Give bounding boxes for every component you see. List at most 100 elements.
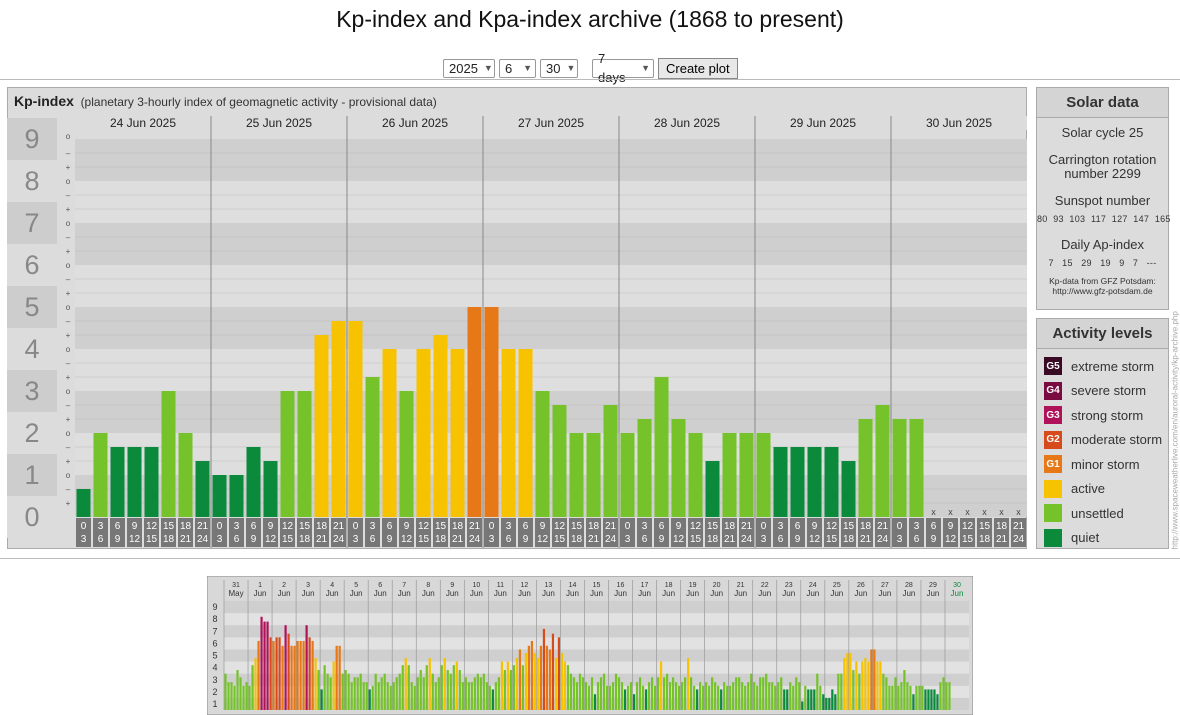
kp-bar: [314, 335, 329, 517]
month-select[interactable]: 6 ▼: [499, 58, 536, 78]
mini-kp-bar: [831, 689, 834, 710]
mini-kp-bar: [867, 661, 870, 710]
hour-label-box: [348, 518, 363, 547]
hour-label-box: [127, 518, 142, 547]
y-axis-band: [7, 286, 57, 328]
hour-label-end: 24: [741, 534, 753, 545]
kp-bar: [110, 446, 125, 517]
mini-kp-bar: [254, 657, 257, 710]
level-quiet: quiet: [1037, 526, 1168, 551]
hour-label-end: 9: [931, 534, 937, 545]
mini-kp-bar: [765, 673, 768, 710]
kp-bar: [365, 377, 380, 517]
hour-label-end: 15: [282, 534, 294, 545]
mini-kp-bar: [756, 685, 759, 710]
level-label: minor storm: [1071, 456, 1140, 472]
kp-bar: [450, 349, 465, 517]
hour-label-end: 18: [979, 534, 991, 545]
mini-day-month: Jun: [422, 589, 435, 598]
mini-kp-bar: [470, 682, 473, 710]
mini-day-number: 3: [306, 582, 310, 589]
mini-kp-bar: [500, 661, 503, 710]
hour-label-start: 21: [469, 521, 481, 532]
kp-bar: [790, 446, 805, 517]
mini-kp-bar: [530, 640, 534, 710]
y-subtick: o: [66, 471, 71, 480]
day-label: 27 Jun 2025: [518, 116, 584, 130]
mini-kp-bar: [518, 649, 521, 710]
mini-day-number: 20: [713, 582, 721, 589]
kp-bar: [212, 475, 227, 517]
mini-kp-bar: [362, 682, 365, 710]
mini-kp-bar: [290, 645, 293, 710]
mini-kp-bar: [542, 628, 546, 710]
mini-kp-bar: [599, 677, 603, 710]
year-select[interactable]: 2025 ▼: [443, 58, 495, 78]
mini-kp-bar: [813, 689, 816, 710]
mini-kp-bar: [377, 682, 380, 710]
hour-label-end: 15: [826, 534, 838, 545]
level-swatch: [1044, 528, 1062, 547]
mini-kp-bar: [723, 682, 726, 710]
mini-kp-bar: [380, 677, 383, 710]
mini-kp-bar: [662, 677, 666, 710]
mini-kp-bar: [795, 677, 798, 710]
credit-text: http://www.spaceweatherlive.com/en/auror…: [1170, 311, 1180, 550]
sunspot-values: 80 93 103 117 127 147 165: [1037, 214, 1171, 224]
mini-kp-bar: [861, 661, 864, 710]
y-tick-label: 6: [24, 250, 39, 280]
day-select[interactable]: 30 ▼: [540, 58, 578, 78]
mini-kp-bar: [320, 689, 323, 710]
hour-label-start: 9: [404, 521, 410, 532]
mini-grid-band: [224, 661, 969, 674]
missing-marker: x: [931, 507, 936, 517]
mini-kp-bar: [879, 661, 882, 710]
level-swatch: [1044, 504, 1062, 523]
mini-kp-bar: [605, 685, 609, 710]
mini-day-month: Jun: [902, 589, 915, 598]
kp-bar: [620, 433, 635, 517]
mini-day-number: 27: [881, 582, 889, 589]
mini-kp-bar: [732, 682, 735, 710]
level-swatch: G5: [1044, 357, 1062, 376]
mini-day-number: 8: [426, 582, 430, 589]
hour-label-end: 9: [659, 534, 665, 545]
mini-kp-bar: [344, 670, 347, 710]
y-subtick: o: [66, 219, 71, 228]
hour-label-box: [943, 518, 958, 547]
kp-bar: [824, 446, 839, 517]
mini-kp-bar: [395, 677, 398, 710]
mini-kp-bar: [389, 685, 392, 710]
hour-label-box: [76, 518, 91, 547]
mini-kp-bar: [527, 645, 531, 710]
y-subtick: +: [66, 499, 71, 508]
hour-label-end: 24: [605, 534, 617, 545]
hour-label-box: [535, 518, 550, 547]
mini-kp-bar: [551, 633, 555, 710]
y-subtick: o: [66, 345, 71, 354]
mini-kp-bar: [569, 673, 573, 710]
kp-bar: [416, 349, 431, 517]
hour-label-end: 24: [333, 534, 345, 545]
mini-kp-bar: [311, 640, 314, 710]
kp-bar: [331, 320, 346, 517]
mini-day-month: Jun: [278, 589, 291, 598]
mini-day-number: 17: [641, 582, 649, 589]
level-g1: G1 minor storm: [1037, 452, 1168, 477]
mini-kp-bar: [491, 689, 494, 710]
mini-kp-bar: [386, 682, 389, 710]
mini-day-number: 9: [450, 582, 454, 589]
mini-kp-bar: [644, 689, 648, 710]
credit-link[interactable]: http://www.spaceweatherlive.com/en/auror…: [1170, 311, 1180, 550]
create-plot-button[interactable]: Create plot: [658, 57, 738, 79]
mini-kp-bar: [587, 685, 591, 710]
mini-kp-bar: [768, 682, 771, 710]
hour-label-end: 21: [860, 534, 872, 545]
mini-kp-bar: [620, 682, 624, 710]
kp-bar: [229, 475, 244, 517]
hour-label-box: [382, 518, 397, 547]
mini-kp-bar: [888, 685, 891, 710]
mini-kp-bar: [681, 682, 684, 710]
span-select[interactable]: 7 days ▼: [592, 51, 654, 85]
mini-kp-bar: [846, 653, 849, 710]
